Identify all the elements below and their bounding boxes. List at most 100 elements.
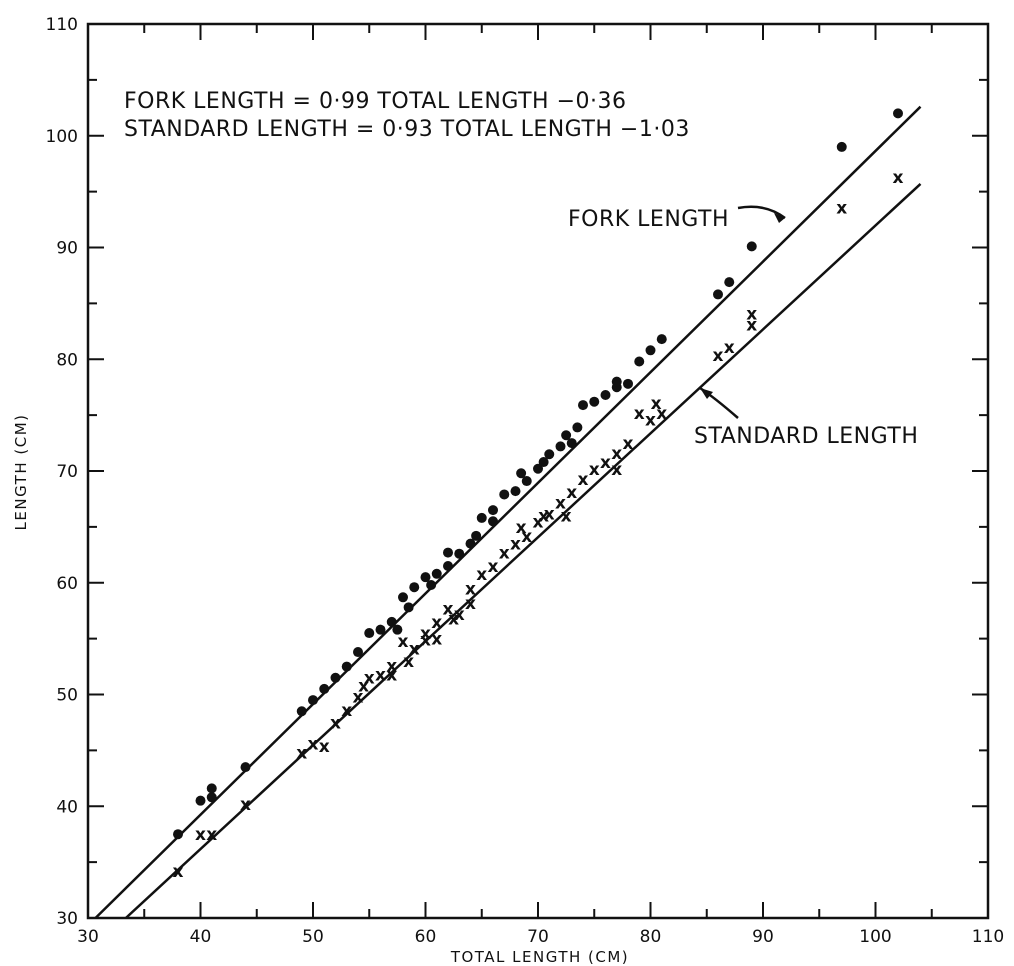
standard-length-point: x: [465, 579, 476, 599]
x-tick-label: 60: [415, 927, 437, 947]
standard-length-point: x: [724, 338, 735, 358]
y-tick-label: 30: [56, 909, 78, 929]
fork-length-point: [431, 568, 442, 579]
fork-length-point: [538, 457, 549, 468]
standard-length-point: x: [611, 460, 622, 480]
standard-length-point: x: [893, 168, 904, 188]
y-axis: 30 40 50 60 70 80 90 100 110: [46, 15, 988, 929]
series-label-fork: FORK LENGTH: [568, 207, 729, 232]
x-tick-label: 70: [527, 927, 549, 947]
equation-standard: STANDARD LENGTH = 0·93 TOTAL LENGTH −1·0…: [124, 117, 690, 142]
standard-length-point: x: [555, 493, 566, 513]
standard-label-arrowhead: [700, 388, 713, 399]
standard-length-point: x: [353, 688, 364, 708]
standard-length-point: x: [566, 483, 577, 503]
standard-length-point: x: [488, 557, 499, 577]
standard-length-point: x: [341, 701, 352, 721]
standard-length-point: x: [409, 640, 420, 660]
fork-length-point: [471, 530, 482, 541]
standard-length-point: x: [448, 610, 459, 630]
y-tick-label: 40: [56, 797, 78, 817]
standard-length-point: x: [713, 346, 724, 366]
x-axis-title: TOTAL LENGTH (CM): [450, 948, 629, 966]
fork-length-point: [572, 422, 583, 433]
fork-length-point: [386, 616, 397, 627]
fork-length-point: [836, 141, 847, 152]
standard-length-point: x: [240, 795, 251, 815]
standard-length-point: x: [561, 507, 572, 527]
fork-length-point: [341, 661, 352, 672]
fork-length-point: [364, 628, 375, 639]
fork-length-point: [516, 468, 527, 479]
fork-length-point: [409, 582, 420, 593]
standard-length-point: x: [364, 669, 375, 689]
standard-length-point: x: [358, 677, 369, 697]
standard-length-point: x: [578, 470, 589, 490]
fork-length-point: [566, 438, 577, 449]
fork-length-point: [465, 538, 476, 549]
fork-length-point: [443, 560, 453, 571]
standard-length-point: x: [656, 404, 667, 424]
fork-length-point: [296, 706, 307, 717]
fork-length-point: [206, 783, 217, 794]
fork-length-point: [645, 345, 656, 356]
fork-length-point: [893, 108, 903, 119]
standard-length-point: x: [516, 518, 527, 538]
y-axis-title: LENGTH (CM): [12, 414, 30, 531]
standard-length-point: x: [634, 404, 645, 424]
fork-length-point: [476, 512, 487, 523]
standard-length-point: x: [296, 744, 307, 764]
fork-length-point: [544, 449, 555, 460]
fork-length-point: [375, 624, 386, 635]
fork-length-point: [589, 396, 600, 407]
x-tick-label: 50: [302, 927, 324, 947]
fork-length-point: [454, 548, 465, 559]
standard-length-point: x: [651, 394, 662, 414]
y-tick-label: 70: [56, 462, 78, 482]
fork-length-point: [195, 795, 206, 806]
fork-length-point: [319, 683, 330, 694]
x-tick-label: 40: [190, 927, 212, 947]
fork-length-point: [488, 505, 498, 516]
standard-length-point: x: [476, 565, 487, 585]
fork-length-point: [488, 516, 498, 527]
fork-length-point: [403, 602, 414, 613]
fork-length-point: [600, 390, 611, 401]
y-tick-label: 90: [56, 239, 78, 259]
fork-label-arrowhead: [774, 213, 785, 223]
fork-label-arrow: [737, 205, 786, 220]
standard-length-point: x: [454, 605, 465, 625]
fork-length-point: [443, 547, 453, 558]
standard-length-point: x: [499, 544, 510, 564]
standard-length-point: x: [544, 504, 555, 524]
standard-length-point: x: [420, 631, 431, 651]
x-tick-label: 90: [752, 927, 774, 947]
fork-length-point: [510, 486, 521, 497]
standard-length-point: x: [746, 316, 757, 336]
fork-length-point: [724, 277, 735, 288]
fork-length-point: [173, 829, 183, 840]
standard-length-point: x: [403, 652, 414, 672]
y-tick-label: 80: [56, 350, 78, 370]
standard-length-point: x: [465, 594, 476, 614]
regression-lines: [94, 105, 922, 919]
standard-length-point: x: [398, 632, 409, 652]
y-tick-label: 60: [56, 574, 78, 594]
standard-length-point: x: [386, 665, 397, 685]
fork-length-point: [746, 241, 757, 252]
fork-length-point: [392, 624, 403, 635]
standard-length-point: x: [600, 453, 611, 473]
equation-fork: FORK LENGTH = 0·99 TOTAL LENGTH −0·36: [124, 89, 627, 114]
standard-length-point: x: [330, 713, 341, 733]
x-tick-label: 30: [77, 927, 99, 947]
fork-length-point: [353, 647, 363, 658]
standard-length-point: x: [645, 411, 656, 431]
standard-length-point: x: [538, 507, 549, 527]
fork-length-point: [713, 289, 723, 300]
standard-length-point: x: [386, 656, 397, 676]
fork-length-point: [656, 334, 667, 345]
standard-length-point: x: [611, 444, 622, 464]
standard-length-point: x: [206, 825, 217, 845]
